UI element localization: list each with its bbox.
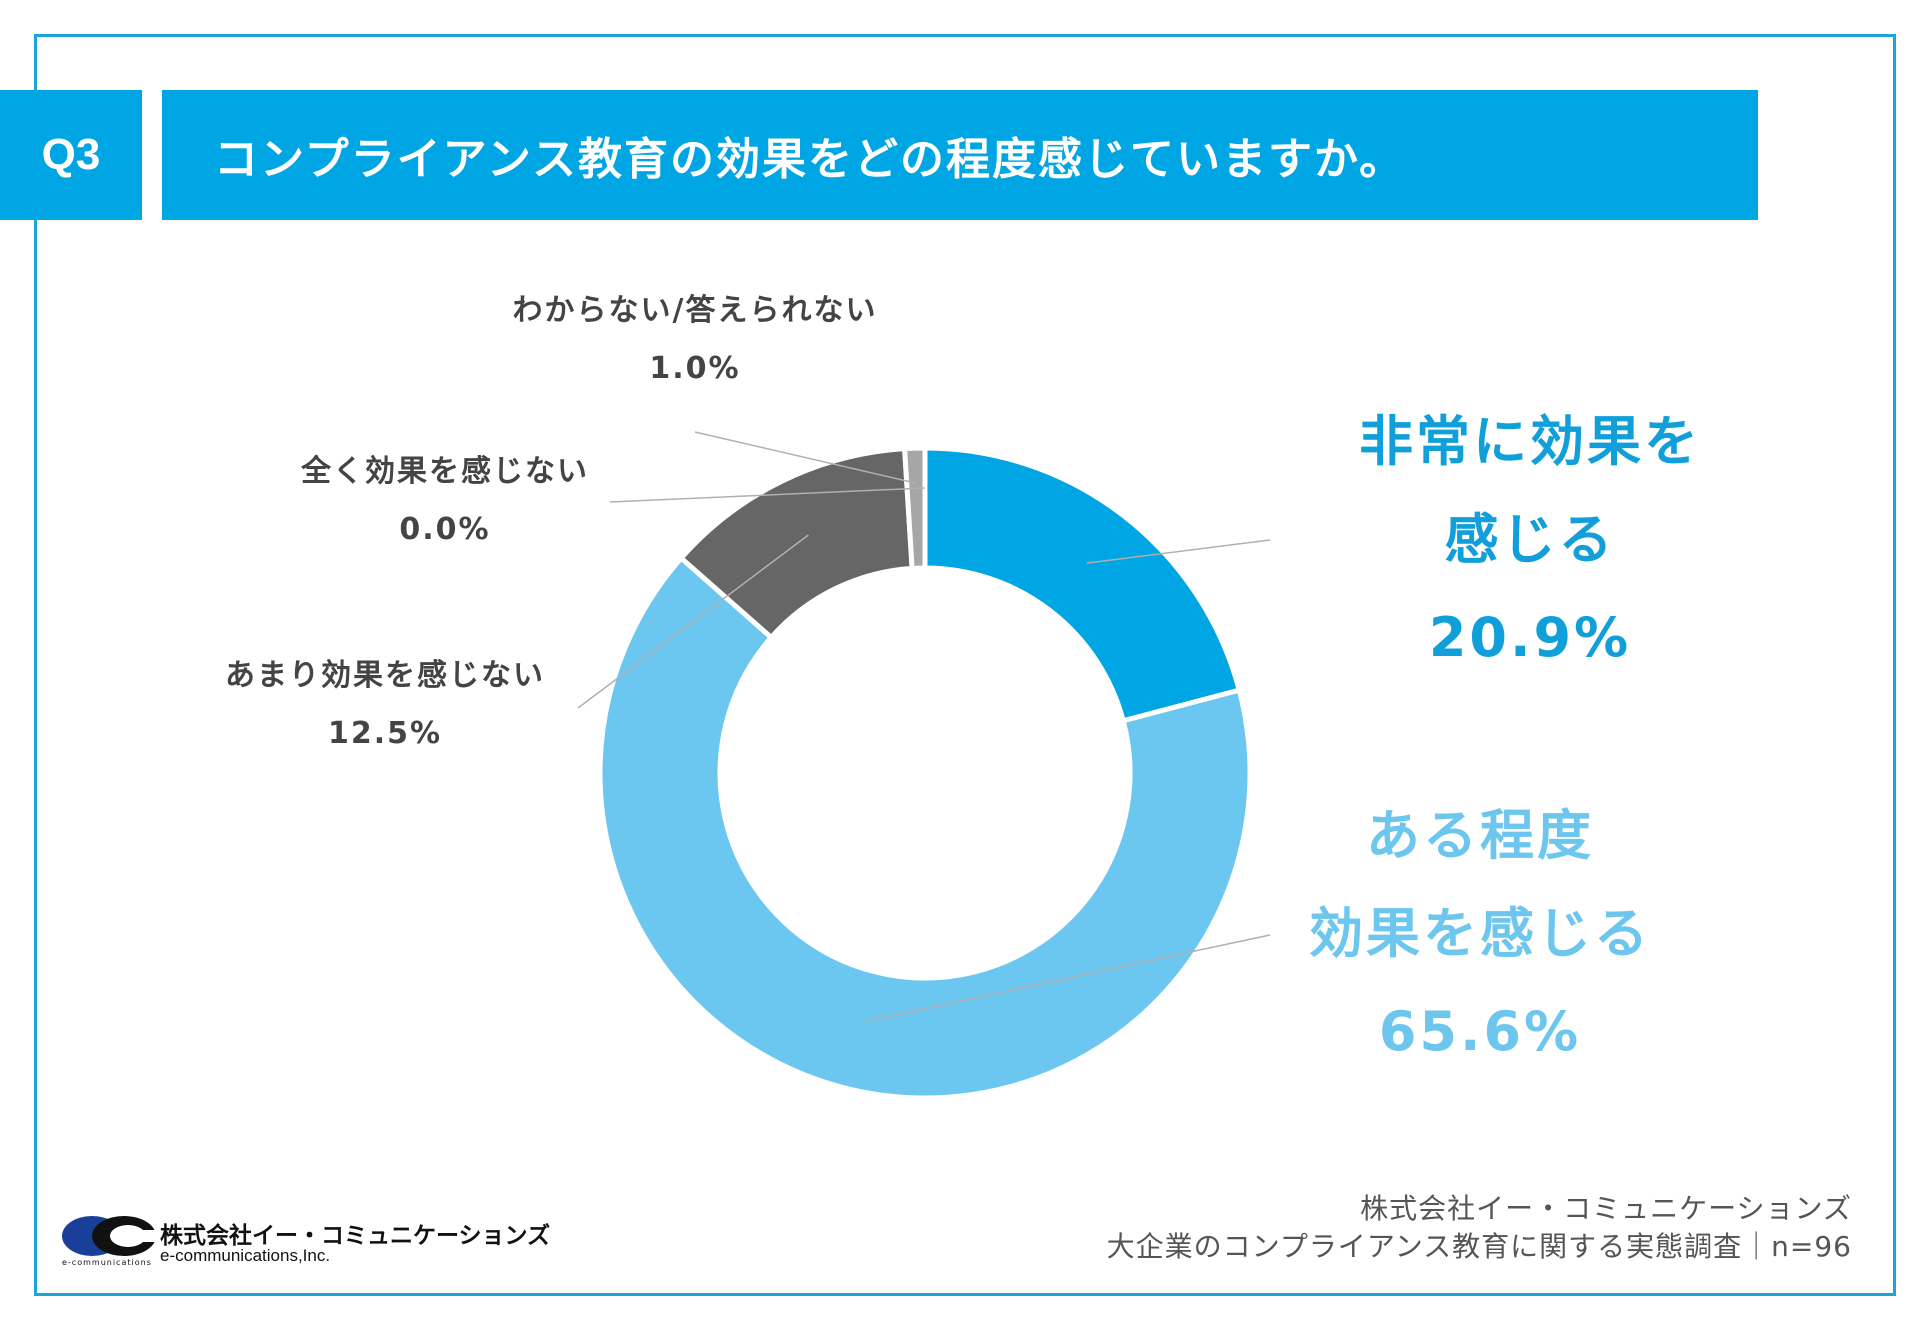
label-somewhat-effective-line2: 効果を感じる [1309,902,1651,965]
source-note: 株式会社イー・コミュニケーションズ 大企業のコンプライアンス教育に関する実態調査… [1107,1190,1852,1266]
leader-line-not-effective-at-all [609,487,925,503]
leader-line-dont-know [694,431,917,484]
leader-line-very-effective [1086,539,1271,564]
company-logo: e-communications 株式会社イー・コミュニケーションズ e-com… [62,1214,562,1274]
label-very-effective-line2: 感じる [1444,508,1616,571]
label-not-very-effective-value: 12.5% [327,716,443,751]
label-somewhat-effective-line1: ある程度 [1366,804,1594,867]
slice-somewhat-effective [597,554,1253,1101]
logo-small-text: e-communications [62,1258,152,1267]
question-number-badge: Q3 [0,90,142,220]
logo-company-name-en: e-communications,Inc. [160,1246,331,1265]
label-very-effective-line1: 非常に効果を [1359,410,1701,473]
label-dont-know-value: 1.0% [649,351,741,386]
logo-company-name: 株式会社イー・コミュニケーションズ [160,1223,551,1249]
label-not-effective-at-all-text: 全く効果を感じない [301,454,589,489]
label-dont-know: わからない/答えられない 1.0% [480,282,910,398]
label-not-very-effective: あまり効果を感じない 12.5% [185,647,585,763]
label-dont-know-text: わからない/答えられない [512,293,878,328]
slice-very-effective [922,445,1243,724]
label-not-effective-at-all-value: 0.0% [399,512,491,547]
source-survey: 大企業のコンプライアンス教育に関する実態調査｜n=96 [1106,1230,1852,1263]
source-company: 株式会社イー・コミュニケーションズ [1360,1192,1852,1225]
label-somewhat-effective-value: 65.6% [1378,1000,1582,1063]
chart-frame [34,34,1896,1296]
leader-line-somewhat-effective [866,934,1271,1022]
label-very-effective: 非常に効果を 感じる 20.9% [1310,393,1750,687]
company-logo-mark [62,1216,158,1256]
question-title: コンプライアンス教育の効果をどの程度感じていますか。 [162,90,1758,220]
label-somewhat-effective: ある程度 効果を感じる 65.6% [1260,787,1700,1081]
label-not-effective-at-all: 全く効果を感じない 0.0% [245,443,645,559]
leader-line-not-very-effective [577,534,809,709]
label-very-effective-value: 20.9% [1428,606,1632,669]
slice-dont-know [901,445,928,572]
label-not-very-effective-text: あまり効果を感じない [225,658,545,693]
